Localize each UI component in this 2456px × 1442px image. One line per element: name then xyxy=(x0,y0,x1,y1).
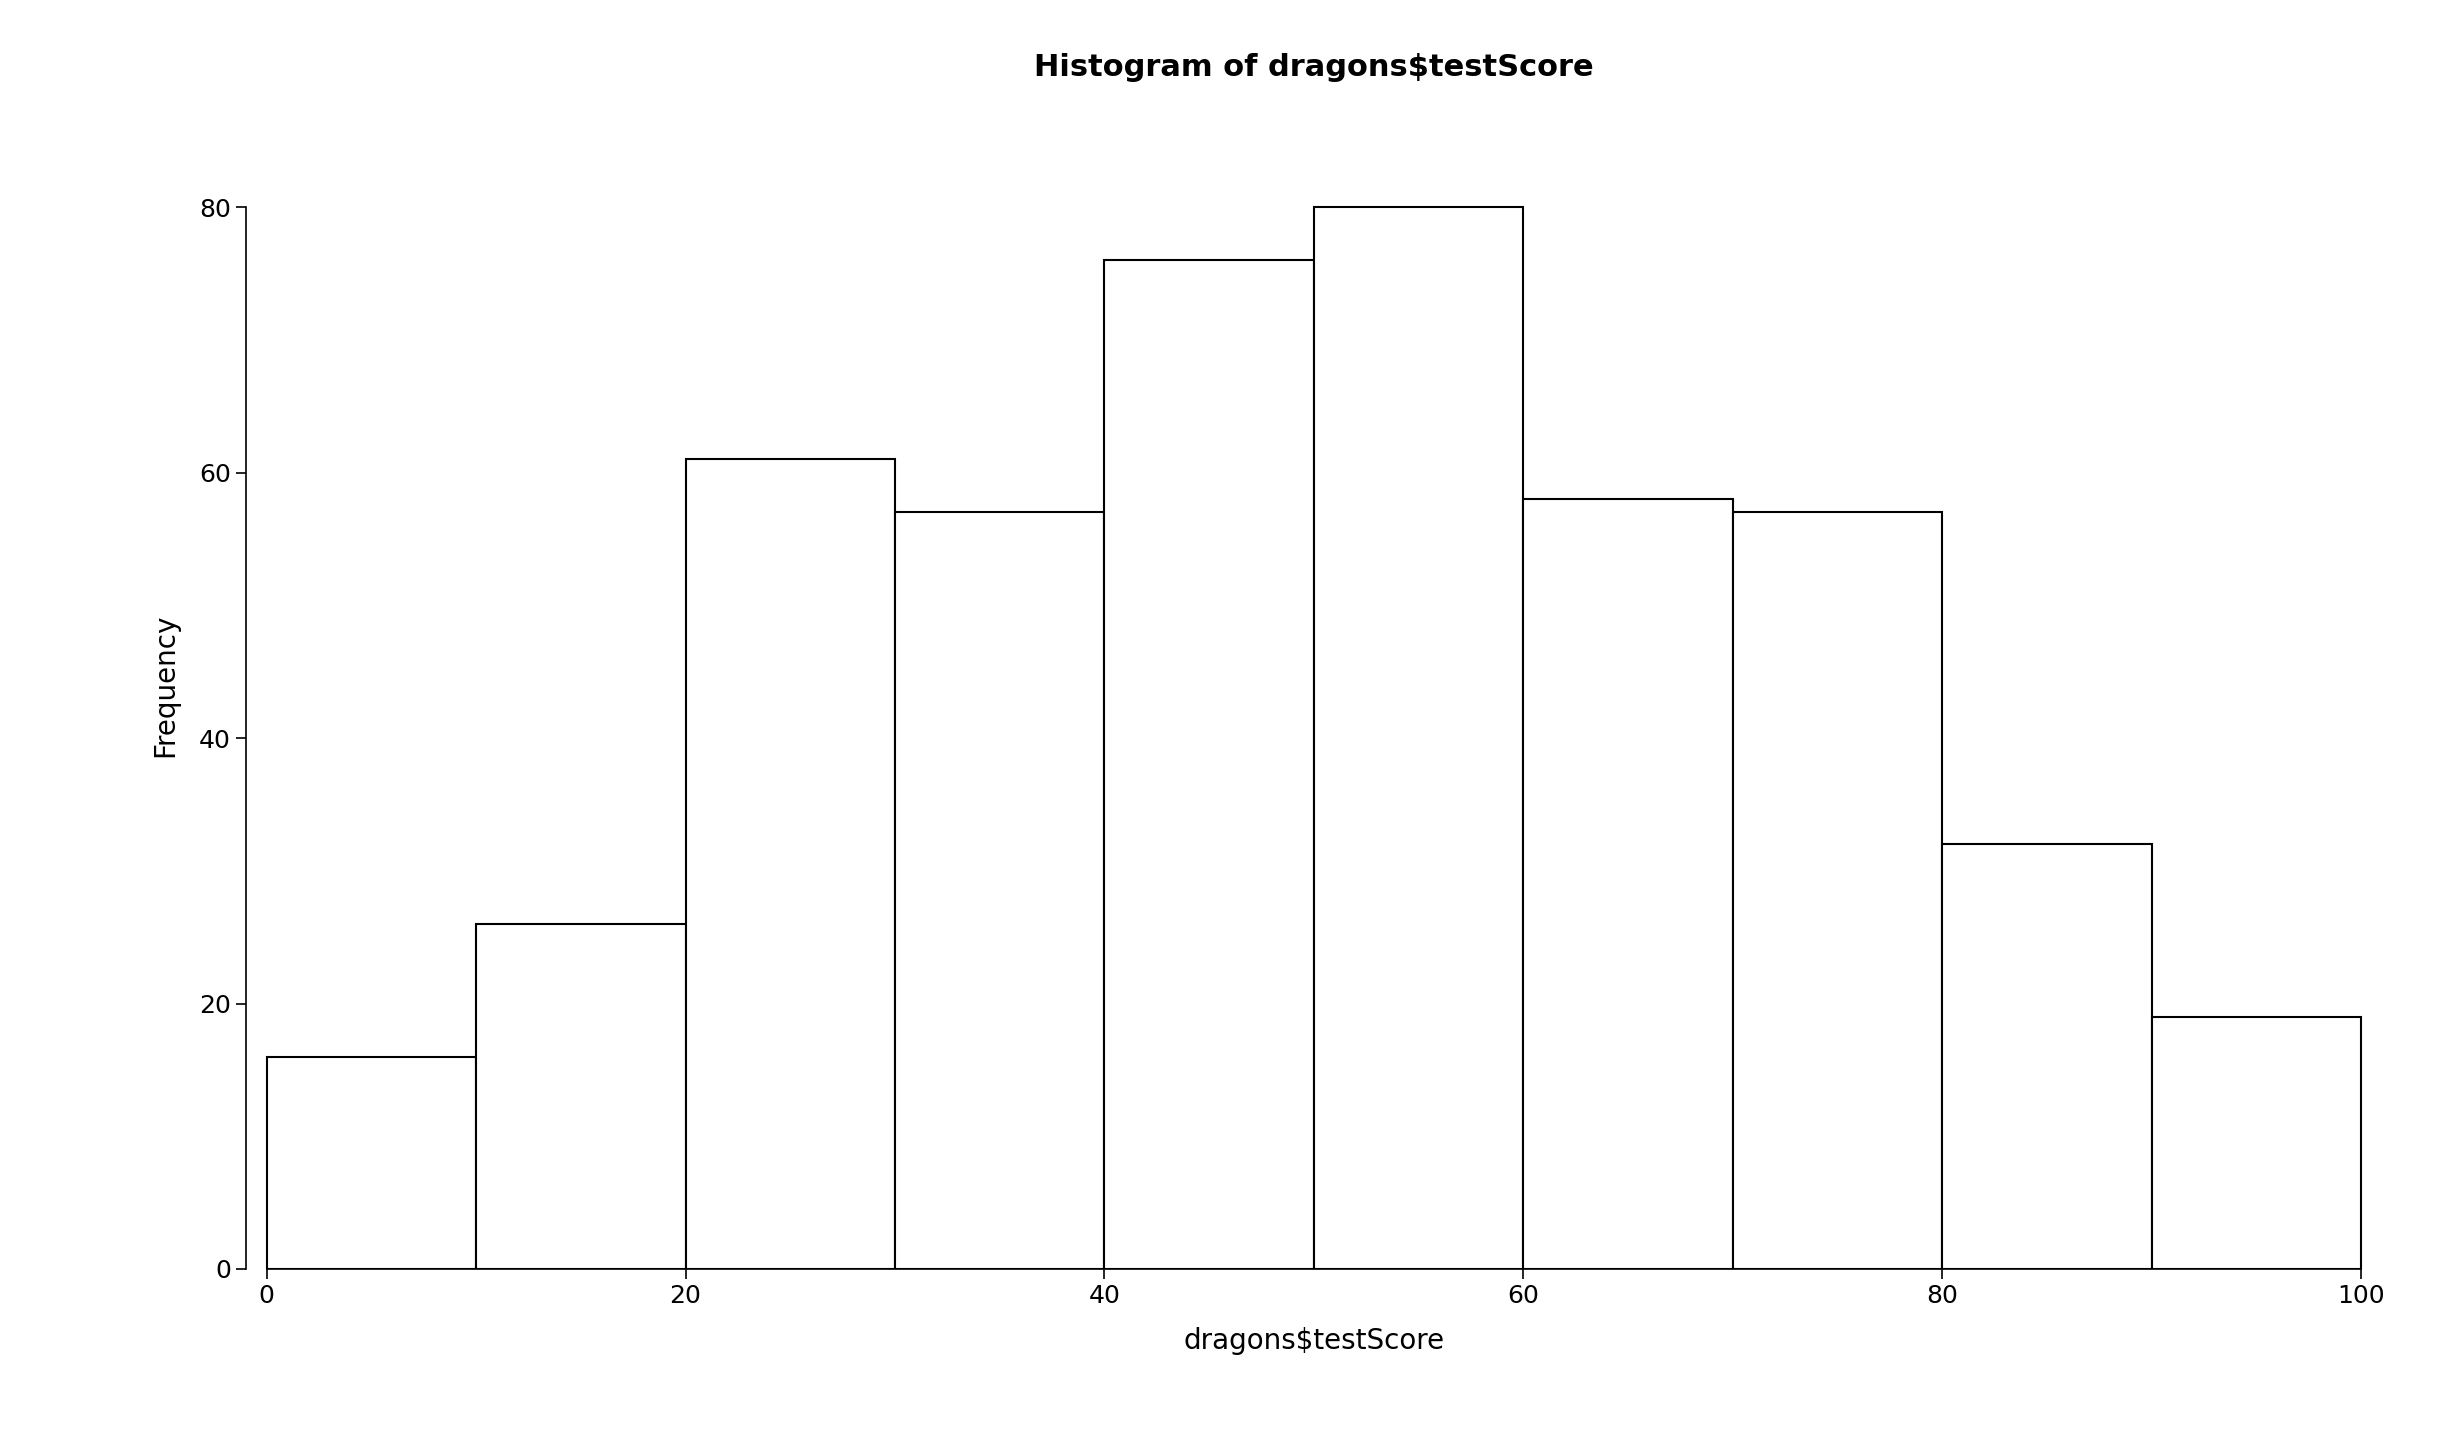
Bar xyxy=(268,1057,476,1269)
Bar xyxy=(1105,260,1314,1269)
Y-axis label: Frequency: Frequency xyxy=(152,613,179,757)
Bar xyxy=(2151,1017,2360,1269)
Bar xyxy=(1314,208,1523,1269)
Bar xyxy=(1523,499,1734,1269)
Bar xyxy=(1943,844,2151,1269)
Bar xyxy=(1734,512,1943,1269)
Bar xyxy=(894,512,1105,1269)
Bar xyxy=(685,460,894,1269)
Title: Histogram of dragons$testScore: Histogram of dragons$testScore xyxy=(1034,53,1594,82)
Bar xyxy=(476,924,685,1269)
X-axis label: dragons$testScore: dragons$testScore xyxy=(1184,1327,1444,1355)
